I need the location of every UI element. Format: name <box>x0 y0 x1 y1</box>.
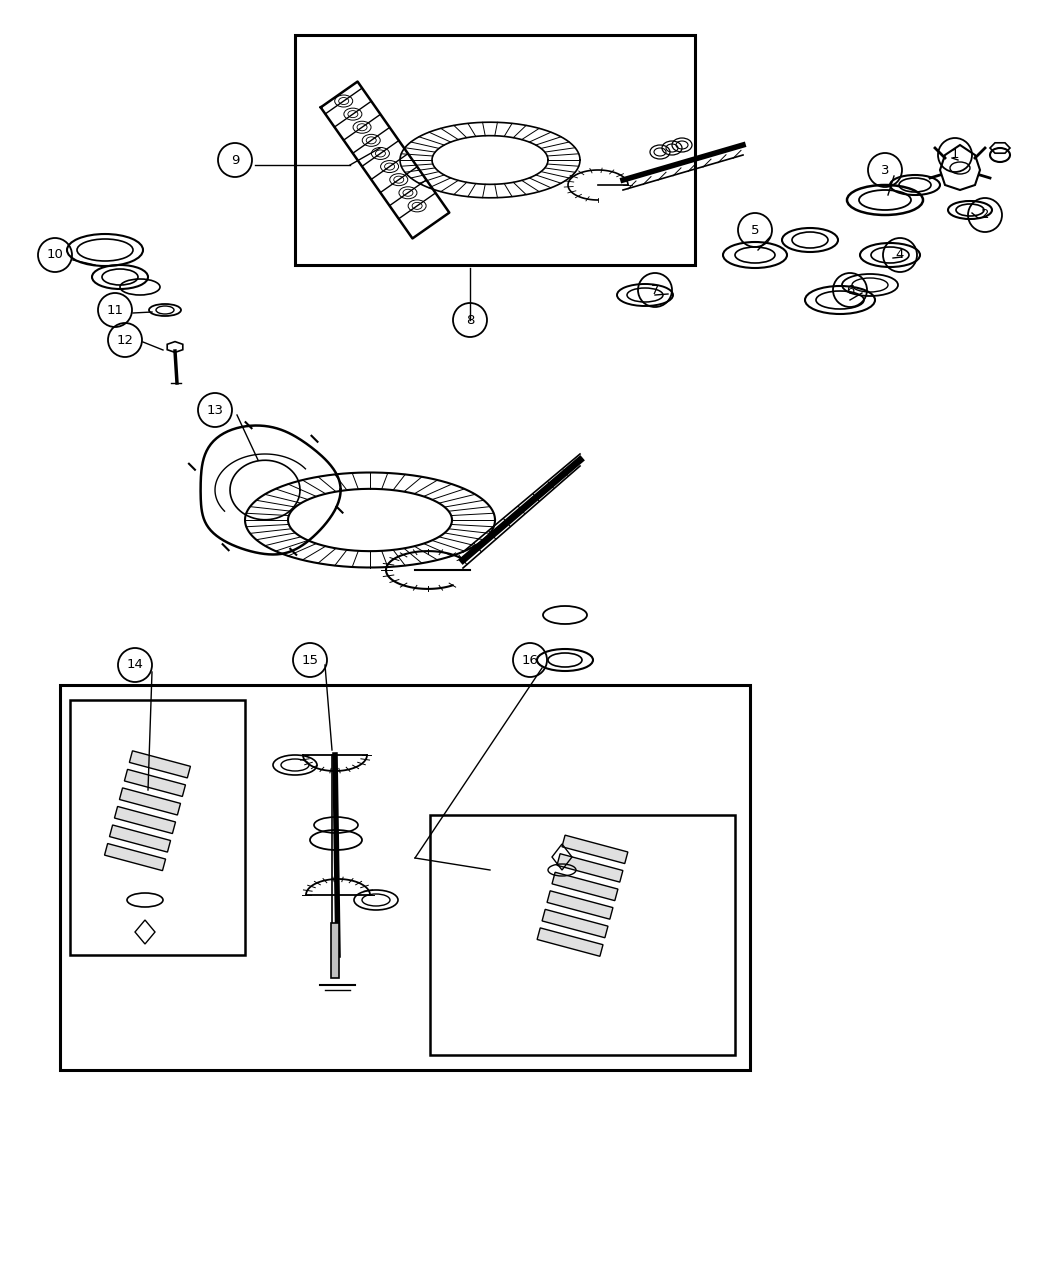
Bar <box>430 815 735 1054</box>
Text: 15: 15 <box>301 654 318 667</box>
Polygon shape <box>124 769 186 797</box>
Polygon shape <box>109 825 170 852</box>
Text: 1: 1 <box>950 148 960 162</box>
Polygon shape <box>542 909 608 937</box>
Polygon shape <box>105 844 166 871</box>
Polygon shape <box>114 807 175 834</box>
Text: 6: 6 <box>846 283 855 297</box>
Bar <box>70 700 245 955</box>
Polygon shape <box>538 928 603 956</box>
Text: 5: 5 <box>751 223 759 236</box>
Text: 13: 13 <box>207 403 224 417</box>
Polygon shape <box>120 788 181 815</box>
Text: 8: 8 <box>466 314 475 326</box>
Polygon shape <box>552 872 617 900</box>
Polygon shape <box>562 835 628 863</box>
Bar <box>60 685 750 1070</box>
Text: 3: 3 <box>881 163 889 176</box>
Text: 4: 4 <box>896 249 904 261</box>
Polygon shape <box>556 854 623 882</box>
Text: 12: 12 <box>117 334 133 347</box>
Text: 2: 2 <box>981 209 989 222</box>
Bar <box>331 923 339 978</box>
Text: 16: 16 <box>522 654 539 667</box>
Bar <box>295 34 695 265</box>
Text: 10: 10 <box>46 249 63 261</box>
Text: 11: 11 <box>106 303 124 316</box>
Polygon shape <box>547 891 613 919</box>
Text: 9: 9 <box>231 153 239 167</box>
Text: 14: 14 <box>127 658 144 672</box>
Text: 7: 7 <box>651 283 659 297</box>
Polygon shape <box>129 751 190 778</box>
